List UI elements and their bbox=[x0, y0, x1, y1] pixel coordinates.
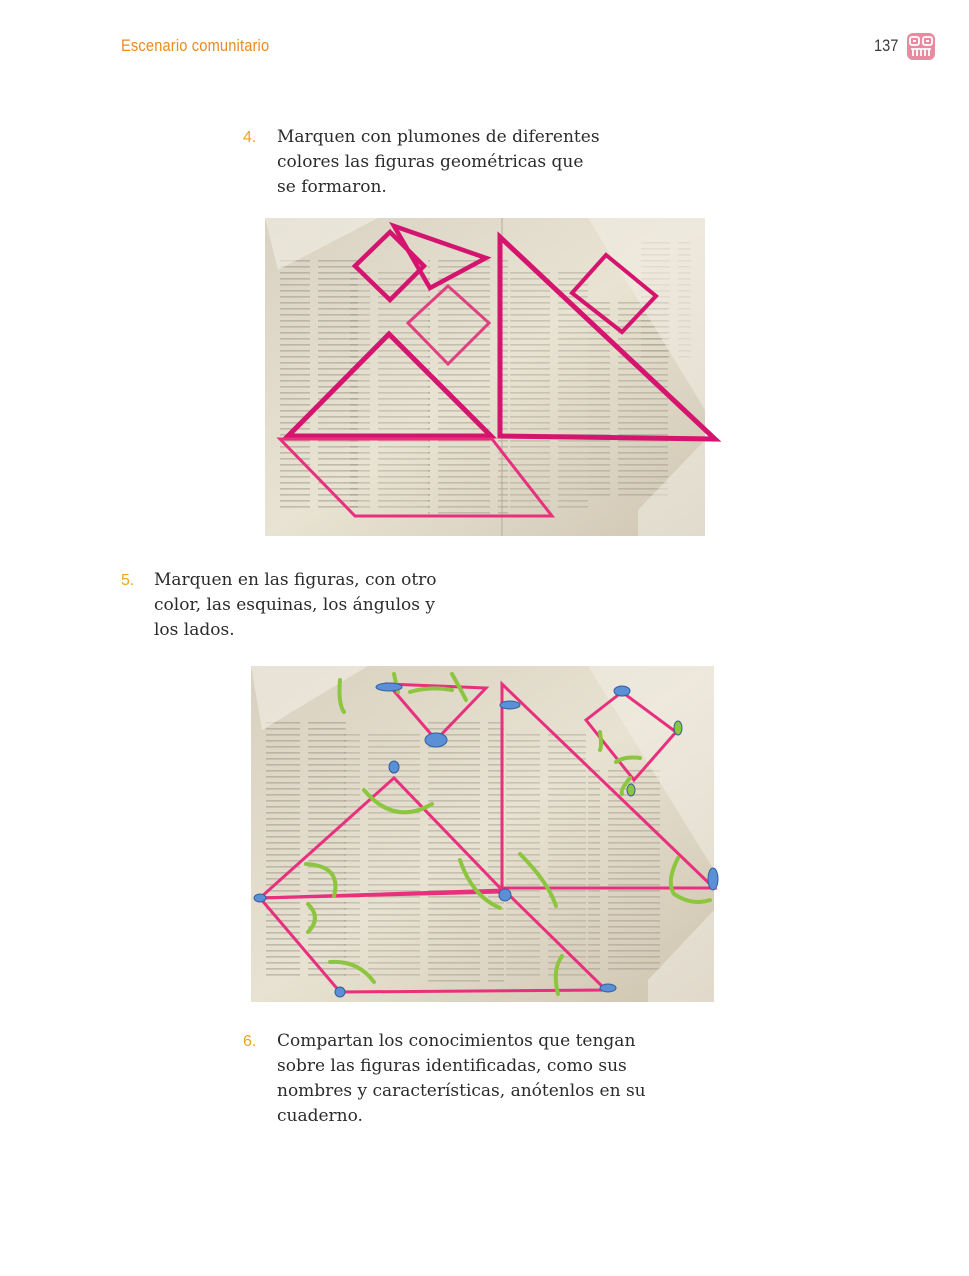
step-text: Marquen con plumones de diferentes color… bbox=[277, 125, 600, 200]
step-number: 4. bbox=[243, 129, 257, 146]
text-line: colores las figuras geométricas que bbox=[277, 152, 584, 172]
text-line: nombres y características, anótenlos en … bbox=[277, 1081, 646, 1101]
angle-marks bbox=[304, 672, 712, 996]
text-line: se formaron. bbox=[277, 177, 387, 197]
corner-dots bbox=[253, 682, 719, 998]
section-title: Escenario comunitario bbox=[121, 36, 270, 55]
text-line: sobre las figuras identificadas, como su… bbox=[277, 1056, 627, 1076]
step-text: Marquen en las figuras, con otro color, … bbox=[154, 568, 437, 643]
step-number: 5. bbox=[121, 572, 135, 589]
text-line: color, las esquinas, los ángulos y bbox=[154, 595, 435, 615]
text-line: cuaderno. bbox=[277, 1106, 363, 1126]
text-line: Marquen con plumones de diferentes bbox=[277, 127, 600, 147]
page-number: 137 bbox=[874, 36, 899, 55]
tangram-photo-marked bbox=[248, 660, 723, 1010]
text-line: Compartan los conocimientos que tengan bbox=[277, 1031, 636, 1051]
tangram-photo-outlined bbox=[258, 210, 722, 550]
step-number: 6. bbox=[243, 1033, 257, 1050]
text-line: Marquen en las figuras, con otro bbox=[154, 570, 437, 590]
text-line: los lados. bbox=[154, 620, 235, 640]
step-text: Compartan los conocimientos que tengan s… bbox=[277, 1029, 646, 1129]
tangram-shape-outlines bbox=[276, 221, 722, 518]
indigenous-glyph-icon bbox=[907, 33, 935, 60]
